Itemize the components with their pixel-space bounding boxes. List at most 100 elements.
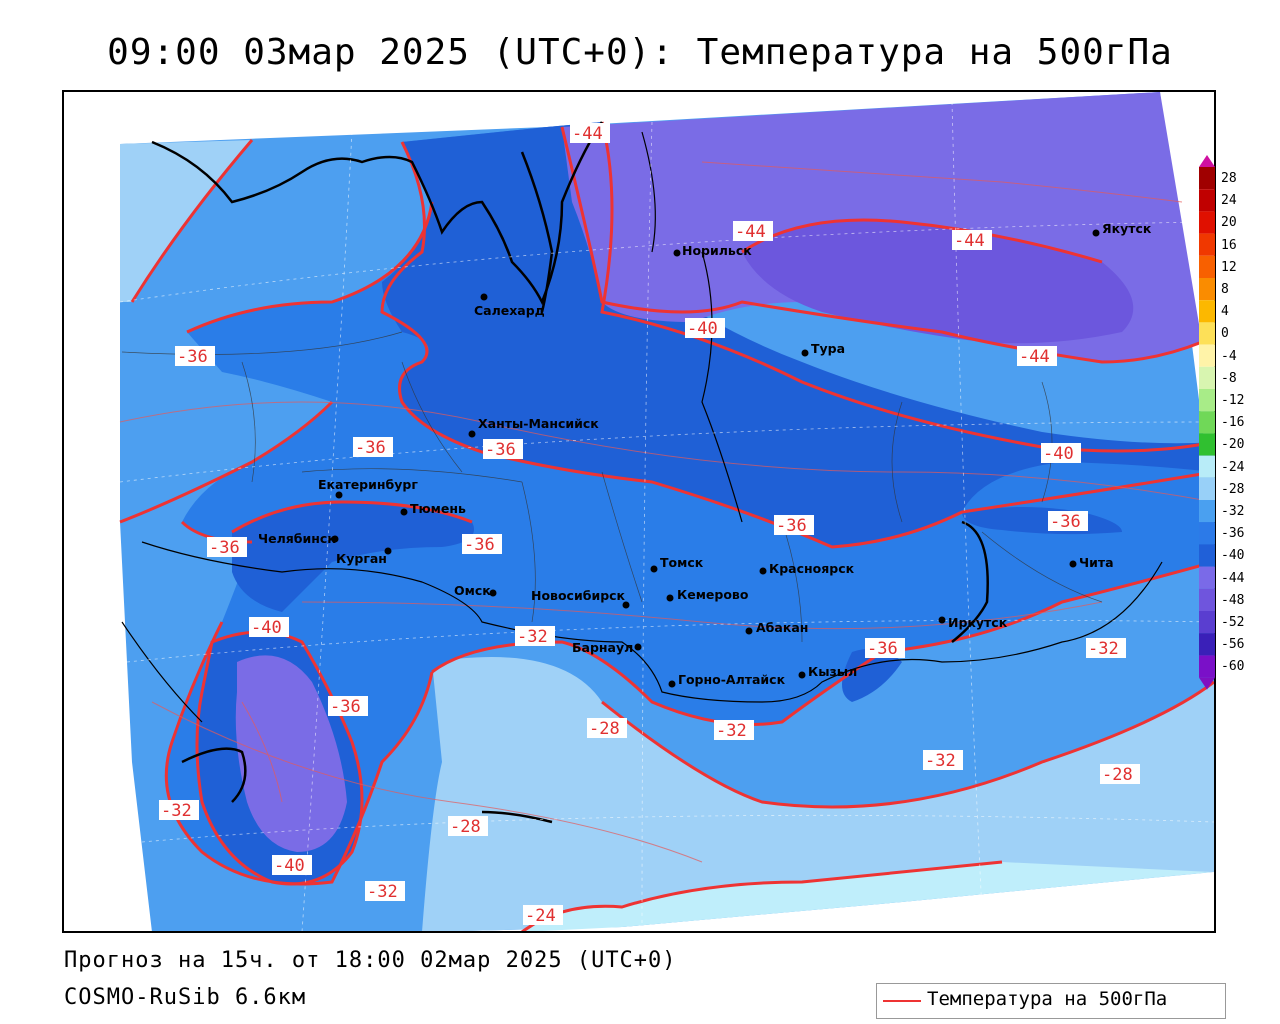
contour-label: -32 <box>714 720 754 741</box>
colorbar-label: -24 <box>1221 459 1245 475</box>
colorbar-label: 0 <box>1221 326 1229 342</box>
svg-text:Иркутск: Иркутск <box>948 615 1008 630</box>
city-yakutsk: Якутск <box>1092 221 1152 237</box>
colorbar-bottom-arrow <box>1199 677 1215 690</box>
contour-label: -40 <box>249 617 289 638</box>
contour-label: -28 <box>448 816 488 837</box>
svg-text:Тюмень: Тюмень <box>410 501 466 516</box>
colorbar-swatch <box>1199 300 1215 323</box>
colorbar-swatch <box>1199 588 1215 611</box>
colorbar-swatch <box>1199 189 1215 212</box>
country-borders <box>121 131 1163 723</box>
colorbar-label: -8 <box>1221 370 1237 386</box>
contour-label: -40 <box>1041 443 1081 464</box>
colorbar-swatch <box>1199 611 1215 634</box>
colorbar-swatch <box>1199 433 1215 456</box>
colorbar-label: 24 <box>1221 193 1237 209</box>
contour-label: -44 <box>1017 346 1057 367</box>
coastlines <box>151 121 989 824</box>
temperature-map: Якутск Норильск Салехард Тура Ханты-Манс… <box>119 92 1214 931</box>
temperature-contours <box>119 121 1214 931</box>
colorbar-label: 4 <box>1221 304 1229 320</box>
city-tomsk: Томск <box>650 555 704 573</box>
city-kurgan: Курган <box>336 547 392 566</box>
city-barnaul: Барнаул <box>572 640 642 655</box>
colorbar-swatch <box>1199 655 1215 678</box>
city-kyzyl: Кызыл <box>798 664 857 679</box>
city-tura: Тура <box>801 341 845 357</box>
colorbar-label: -32 <box>1221 504 1245 519</box>
contour-label: -32 <box>365 881 405 902</box>
map-title: 09:00 03мар 2025 (UTC+0): Температура на… <box>107 32 1173 73</box>
region-borders <box>121 331 1103 643</box>
svg-text:-32: -32 <box>925 751 956 771</box>
contour-label: -36 <box>462 534 502 555</box>
colorbar-swatch <box>1199 411 1215 434</box>
contour-label: -36 <box>175 346 215 367</box>
colorbar-swatch <box>1199 167 1215 190</box>
contour-label: -44 <box>570 123 610 144</box>
colorbar-label: -60 <box>1221 659 1245 675</box>
svg-text:-32: -32 <box>367 882 398 902</box>
svg-text:-44: -44 <box>735 222 766 242</box>
contour-label: -24 <box>523 905 563 926</box>
colorbar-swatch <box>1199 255 1215 278</box>
svg-text:Ханты-Мансийск: Ханты-Мансийск <box>478 416 599 431</box>
contour-label: -40 <box>685 318 725 339</box>
svg-text:-36: -36 <box>485 440 516 460</box>
contour-label: -36 <box>1048 511 1088 532</box>
colorbar-label: 28 <box>1221 171 1237 186</box>
zone-minus-40-kyzyl <box>842 648 902 702</box>
colorbar-label: -16 <box>1221 415 1245 431</box>
svg-text:-28: -28 <box>450 817 481 837</box>
city-khanty-mansiysk: Ханты-Мансийск <box>468 416 599 438</box>
svg-text:-32: -32 <box>1088 639 1119 659</box>
map-legend: Температура на 500гПа <box>876 983 1226 1019</box>
contour-label: -44 <box>952 230 992 251</box>
colorbar-swatch <box>1199 322 1215 345</box>
svg-text:-40: -40 <box>687 319 718 339</box>
map-panel[interactable]: Якутск Норильск Салехард Тура Ханты-Манс… <box>62 90 1216 933</box>
svg-text:Чита: Чита <box>1079 555 1114 570</box>
colorbar-label: 20 <box>1221 215 1237 231</box>
svg-text:-40: -40 <box>274 856 305 876</box>
svg-text:Кызыл: Кызыл <box>808 664 857 679</box>
colorbar-label: -12 <box>1221 393 1245 408</box>
colorbar-label: 12 <box>1221 259 1237 275</box>
svg-text:-24: -24 <box>525 906 556 926</box>
legend-label: Температура на 500гПа <box>927 988 1168 1010</box>
contour-label: -36 <box>353 437 393 458</box>
city-tyumen: Тюмень <box>400 501 466 516</box>
forecast-info: Прогноз на 15ч. от 18:00 02мар 2025 (UTC… <box>64 948 677 973</box>
svg-text:-36: -36 <box>209 538 240 558</box>
svg-text:Тура: Тура <box>811 341 845 356</box>
zone-minus-40-ural <box>232 502 474 612</box>
colorbar-swatch <box>1199 344 1215 367</box>
city-irkutsk: Иркутск <box>938 615 1008 630</box>
city-markers: Якутск Норильск Салехард Тура Ханты-Манс… <box>258 221 1152 688</box>
contour-label: -32 <box>1086 638 1126 659</box>
svg-text:Омск: Омск <box>454 583 491 598</box>
colorbar-swatch <box>1199 211 1215 234</box>
svg-text:-40: -40 <box>1043 444 1074 464</box>
city-yekaterinburg: Екатеринбург <box>318 477 418 499</box>
colorbar-label: -52 <box>1221 615 1245 630</box>
svg-text:Красноярск: Красноярск <box>769 561 855 576</box>
latlon-grid <box>119 101 1214 931</box>
city-chelyabinsk: Челябинск <box>258 531 339 546</box>
svg-text:-36: -36 <box>776 516 807 536</box>
colorbar-swatch <box>1199 522 1215 545</box>
colorbar-label: -36 <box>1221 526 1245 542</box>
svg-text:-36: -36 <box>177 347 208 367</box>
svg-text:-28: -28 <box>589 719 620 739</box>
city-abakan: Абакан <box>745 620 808 635</box>
colorbar-label: 16 <box>1221 237 1237 253</box>
svg-text:Норильск: Норильск <box>682 243 752 258</box>
svg-text:-36: -36 <box>867 639 898 659</box>
svg-text:Курган: Курган <box>336 551 387 566</box>
city-krasnoyarsk: Красноярск <box>759 561 855 576</box>
svg-text:-36: -36 <box>1050 512 1081 532</box>
svg-text:-36: -36 <box>355 438 386 458</box>
svg-text:-32: -32 <box>517 627 548 647</box>
svg-text:-36: -36 <box>330 697 361 717</box>
